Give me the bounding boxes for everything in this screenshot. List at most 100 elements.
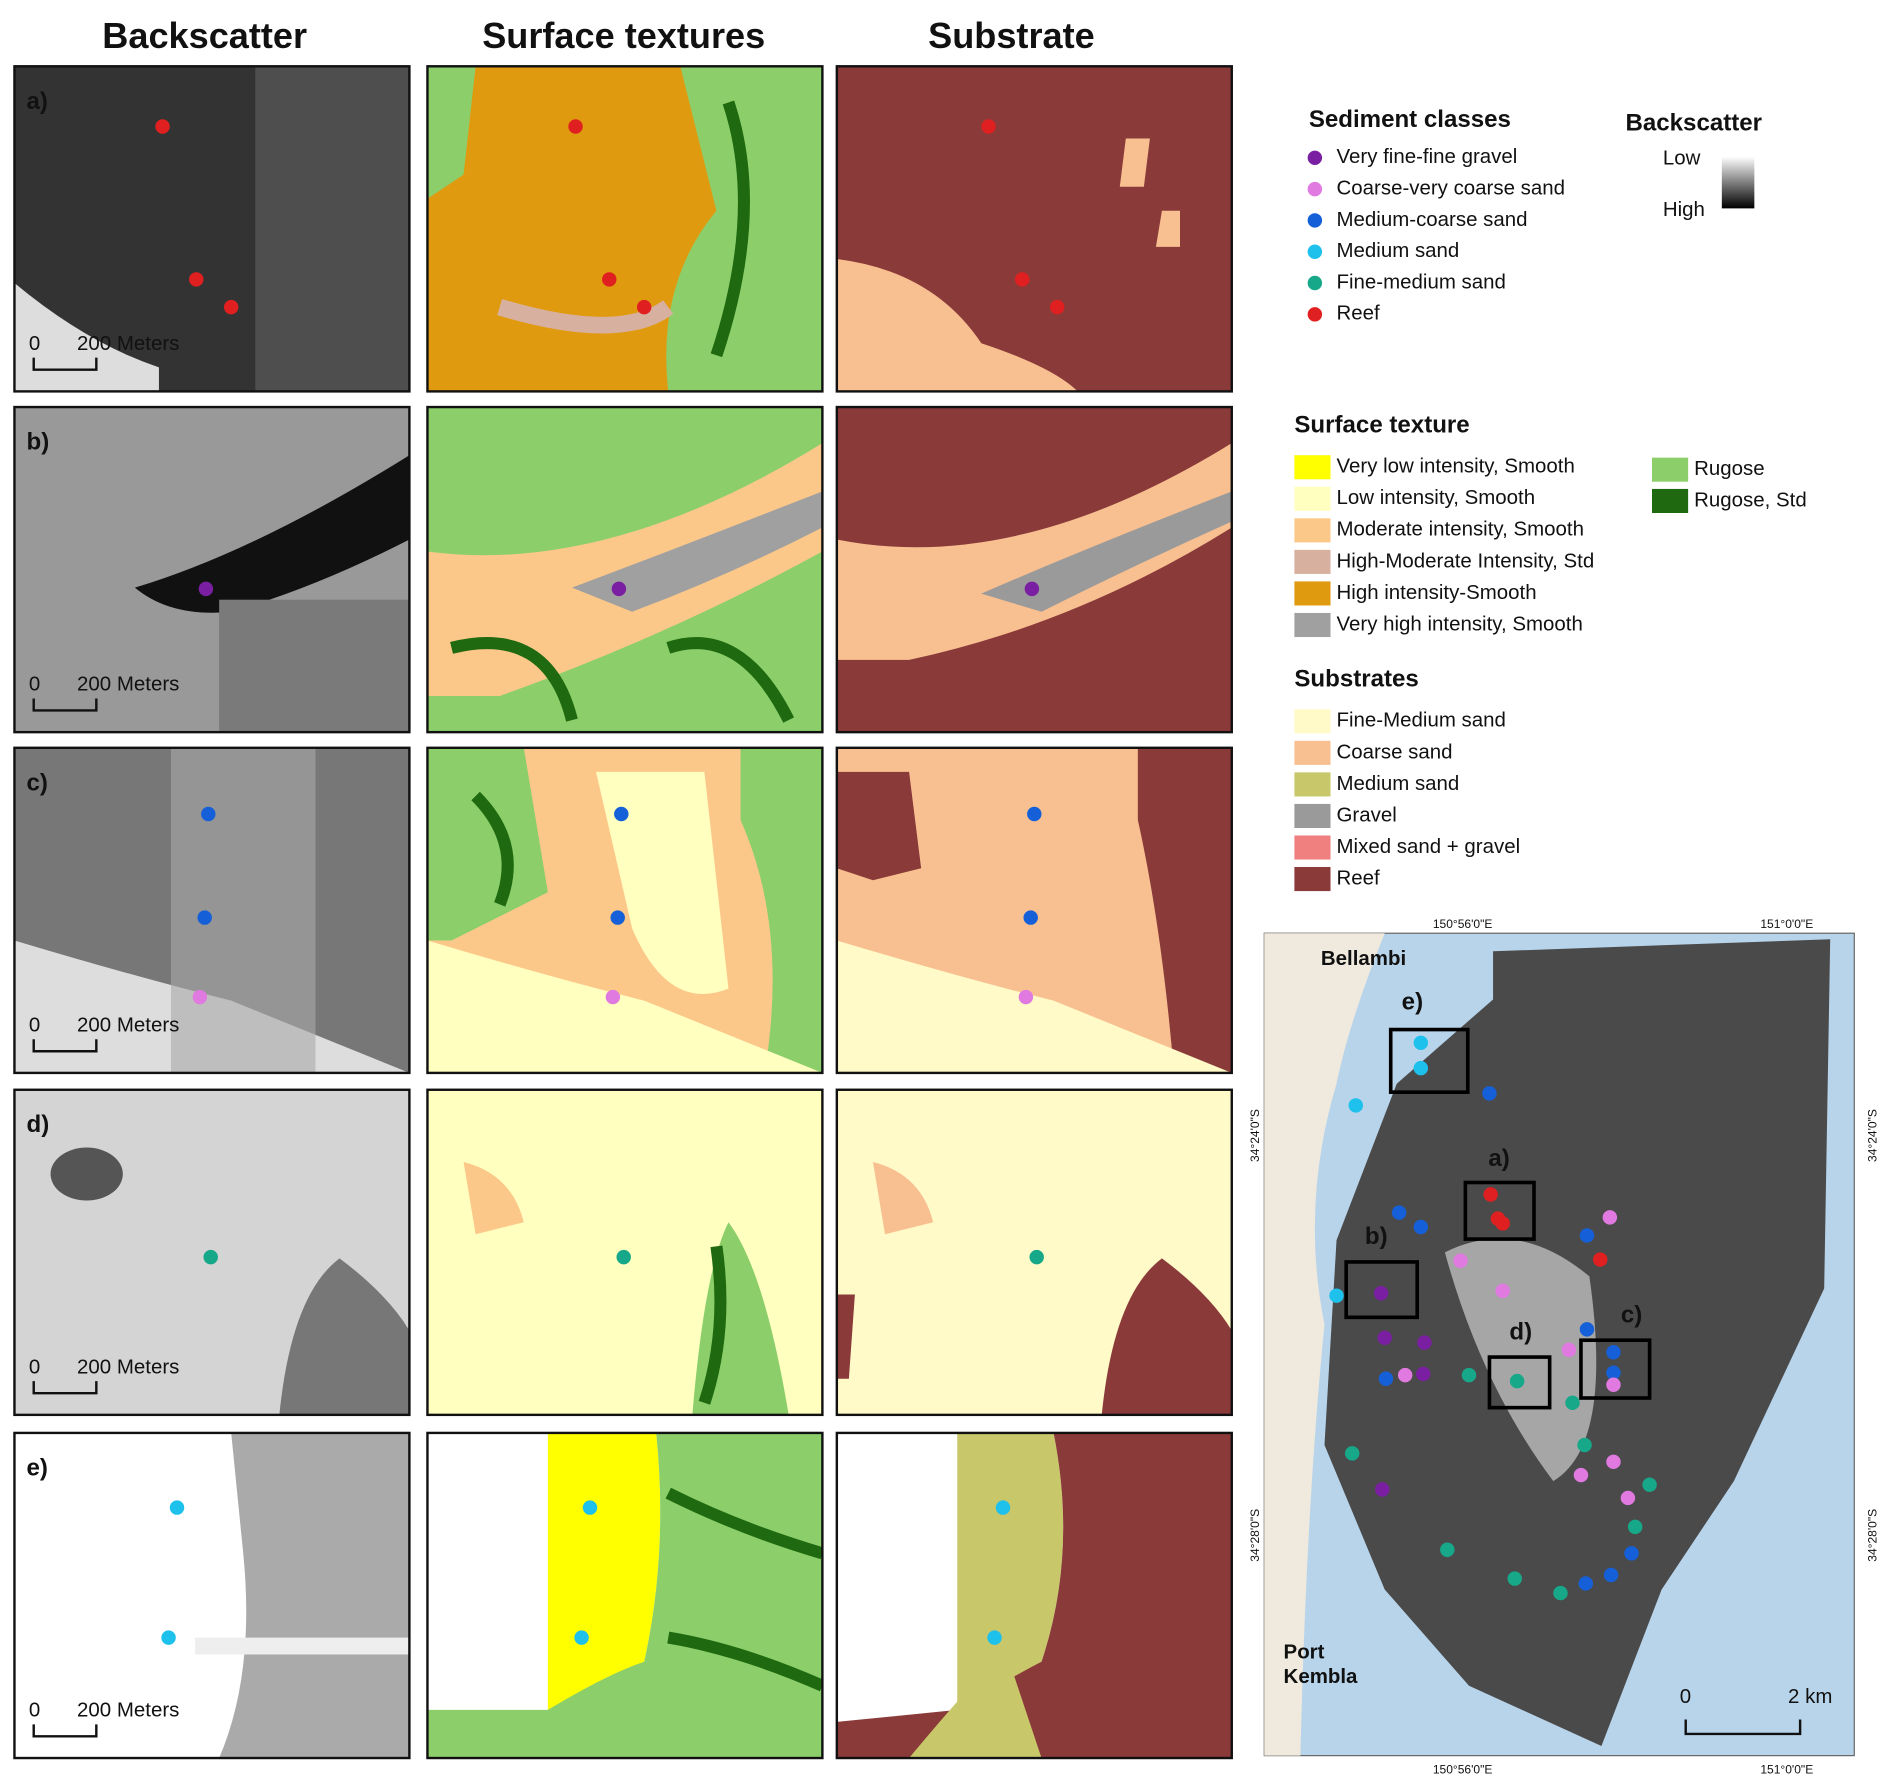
panel-frame	[835, 746, 1233, 1075]
area-box	[1388, 1027, 1470, 1094]
image-region	[836, 940, 1232, 1073]
scale-bar	[32, 357, 98, 371]
legend-item: Very fine-fine gravel	[1337, 145, 1518, 168]
sample-point	[155, 119, 170, 134]
sample-point	[1495, 1216, 1510, 1231]
sample-point	[1602, 1210, 1618, 1225]
map-panel: d) 0 200 Meters	[13, 1088, 411, 1417]
sample-point	[1483, 1187, 1498, 1202]
legend-dot	[1307, 244, 1323, 259]
sample-point	[981, 119, 996, 134]
gradient-swatch	[1721, 156, 1755, 209]
panel-label: c)	[26, 769, 47, 796]
image-region	[471, 791, 514, 907]
scale-text: 200 Meters	[77, 1698, 179, 1721]
legend-swatch	[1294, 455, 1331, 480]
legend-item: Moderate intensity, Smooth	[1337, 518, 1584, 541]
scale-zero: 0	[1680, 1685, 1691, 1708]
sample-point	[574, 1630, 589, 1645]
sample-point	[1495, 1283, 1510, 1299]
map-panel	[426, 746, 824, 1075]
sample-point	[1577, 1437, 1592, 1453]
legend-item: Rugose, Std	[1694, 488, 1807, 511]
legend-swatch	[1294, 772, 1331, 797]
sample-point	[568, 119, 583, 134]
scale-zero: 0	[29, 673, 40, 696]
image-region	[1101, 1258, 1232, 1415]
panel-frame	[426, 1088, 824, 1417]
legend-swatch	[1294, 549, 1331, 574]
image-region	[909, 1649, 1042, 1759]
lat-label: 34°24'0"S	[1866, 1109, 1880, 1162]
image-region	[872, 1162, 934, 1235]
sample-point	[1413, 1219, 1429, 1235]
sample-point	[1579, 1322, 1595, 1337]
image-region	[596, 771, 729, 994]
image-region	[740, 747, 823, 1073]
column-title: Surface textures	[482, 15, 765, 56]
sample-point	[1573, 1467, 1589, 1483]
sample-point	[1018, 989, 1034, 1005]
sample-point	[1049, 299, 1065, 315]
sample-point	[1565, 1395, 1580, 1411]
image-region	[836, 1294, 855, 1379]
sample-point	[1606, 1365, 1621, 1380]
sample-point	[987, 1630, 1002, 1645]
image-region	[665, 1487, 823, 1692]
scale-bar	[32, 1724, 98, 1738]
panel-frame	[13, 1431, 411, 1760]
area-box	[1344, 1260, 1420, 1320]
lon-label: 151°0'0"E	[1760, 917, 1813, 931]
sample-point	[1029, 1249, 1044, 1265]
sample-point	[1377, 1330, 1392, 1346]
scale-text: 200 Meters	[77, 1355, 179, 1378]
map-panel	[835, 1431, 1233, 1760]
sample-point	[1578, 1576, 1593, 1591]
sample-point	[1440, 1542, 1455, 1557]
panel-frame	[835, 405, 1233, 734]
image-region	[50, 1147, 123, 1201]
panel-frame	[426, 746, 824, 1075]
panel-label: a)	[26, 88, 47, 115]
sample-point	[616, 1249, 631, 1265]
sample-point	[1624, 1546, 1639, 1561]
image-region	[219, 1432, 410, 1759]
image-region	[427, 66, 476, 199]
scale-bar	[32, 698, 98, 712]
panel-image	[427, 407, 823, 733]
sample-point	[1378, 1371, 1394, 1386]
sample-point	[1507, 1571, 1522, 1586]
panel-frame	[13, 1088, 411, 1417]
legend-swatch	[1294, 803, 1331, 828]
panel-image	[427, 1432, 823, 1759]
sample-point	[1024, 581, 1040, 597]
image-region	[981, 491, 1232, 612]
scale-zero: 0	[29, 332, 40, 355]
scale-zero: 0	[29, 1698, 40, 1721]
scale-text: 2 km	[1788, 1685, 1832, 1708]
image-region	[134, 455, 410, 613]
lat-label: 34°28'0"S	[1248, 1509, 1262, 1562]
image-region	[497, 299, 674, 334]
image-region	[710, 100, 750, 358]
sample-point	[1627, 1519, 1643, 1535]
area-box	[1487, 1355, 1552, 1410]
panel-image	[427, 747, 823, 1073]
sample-point	[1482, 1086, 1497, 1101]
legend-item: Reef	[1337, 866, 1381, 889]
map-panel	[835, 746, 1233, 1075]
sample-point	[189, 272, 204, 287]
column-title: Substrate	[928, 15, 1095, 56]
legend-swatch	[1294, 867, 1331, 892]
sample-point	[1593, 1252, 1608, 1267]
scale-bar	[32, 1381, 98, 1395]
legend-title: Backscatter	[1626, 109, 1763, 136]
image-region	[1137, 747, 1232, 1073]
legend-item: High-Moderate Intensity, Std	[1337, 549, 1595, 572]
sample-point	[1509, 1373, 1525, 1389]
panel-frame	[426, 65, 824, 393]
legend-title: Surface texture	[1294, 412, 1469, 439]
legend-swatch	[1652, 488, 1689, 514]
